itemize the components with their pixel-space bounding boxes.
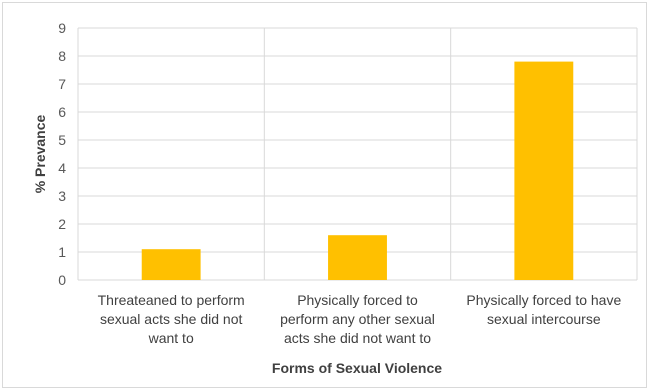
x-category-labels: Threateaned to perform sexual acts she di…	[98, 292, 622, 346]
x-category-label-3: Physically forced to have sexual intercou…	[466, 292, 621, 327]
y-tick-label: 1	[58, 244, 66, 260]
y-tick-label: 2	[58, 216, 66, 232]
bar-3	[514, 61, 574, 280]
y-tick-labels: 0 1 2 3 4 5 6 7 8 9	[58, 20, 66, 288]
y-tick-label: 7	[58, 76, 66, 92]
y-tick-label: 3	[58, 188, 66, 204]
bars	[141, 61, 574, 280]
y-tick-label: 0	[58, 272, 66, 288]
x-axis-title: Forms of Sexual Violence	[272, 360, 442, 376]
y-tick-label: 5	[58, 132, 66, 148]
y-tick-label: 8	[58, 48, 66, 64]
bar-1	[141, 249, 201, 280]
bar-2	[328, 235, 387, 280]
x-category-label-2: Physically forced to perform any other se…	[280, 292, 435, 346]
x-category-label-1: Threateaned to perform sexual acts she di…	[98, 292, 245, 346]
y-tick-label: 4	[58, 160, 66, 176]
y-tick-label: 9	[58, 20, 66, 36]
y-tick-label: 6	[58, 104, 66, 120]
y-axis-title: % Prevance	[32, 114, 48, 193]
